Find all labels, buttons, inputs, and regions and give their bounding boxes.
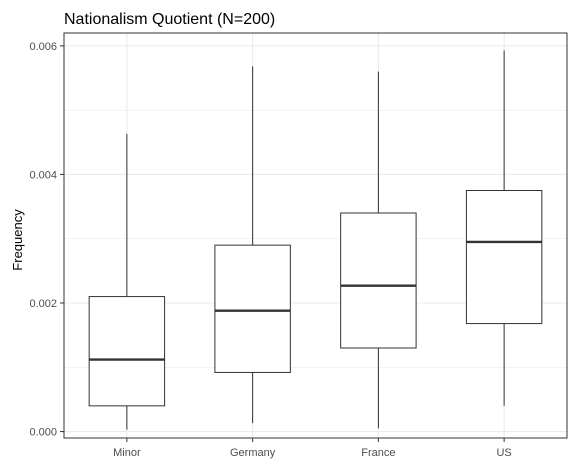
box-france: [340, 71, 417, 429]
x-tick-label-us: US: [496, 447, 511, 459]
y-axis-ticks: 0.000 0.002 0.004 0.006: [29, 41, 64, 439]
box-minor: [88, 133, 166, 430]
x-axis-ticks: Minor Germany France US: [113, 438, 512, 459]
y-tick-label: 0.006: [29, 41, 57, 53]
x-tick-label-france: France: [361, 447, 395, 459]
y-tick-label: 0.002: [29, 298, 57, 310]
y-axis-title: Frequency: [10, 209, 25, 271]
boxes: [88, 50, 543, 430]
interquartile-box: [88, 296, 166, 407]
x-tick-label-minor: Minor: [113, 447, 141, 459]
chart-title: Nationalism Quotient (N=200): [64, 11, 275, 28]
box-us: [465, 50, 543, 406]
y-tick-label: 0.004: [29, 169, 57, 181]
interquartile-box: [465, 190, 543, 325]
interquartile-box: [214, 244, 291, 373]
interquartile-box: [340, 212, 417, 349]
box-germany: [214, 66, 291, 424]
y-tick-label: 0.000: [29, 427, 57, 439]
x-tick-label-germany: Germany: [230, 447, 276, 459]
plot-panel-border: [63, 32, 568, 439]
